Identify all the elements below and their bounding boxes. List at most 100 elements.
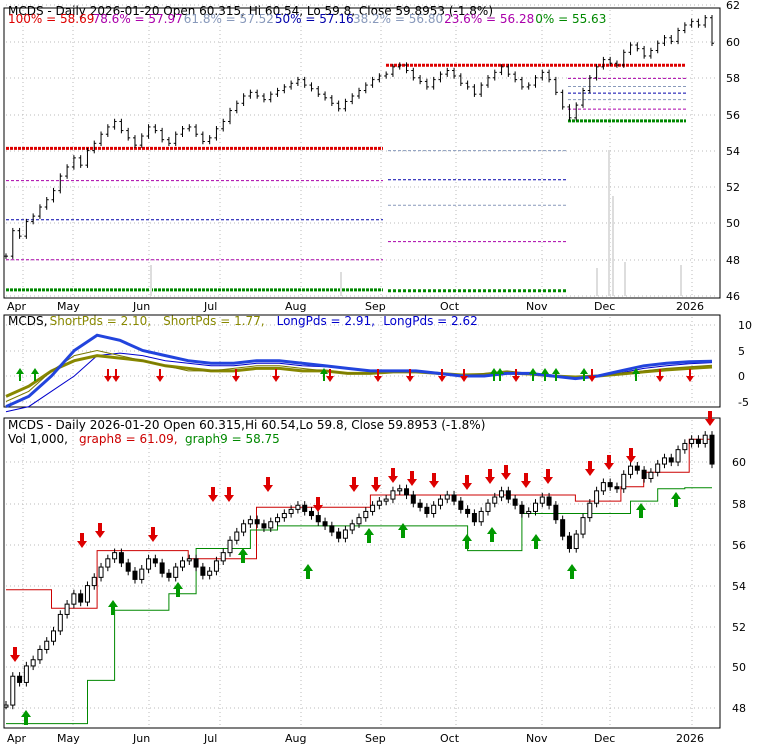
oscillator-legend: MCDS, ShortPds = 2.10, ShortPds = 1.77, Lon… — [8, 314, 478, 328]
price-y-tick-label: 46 — [726, 290, 740, 303]
price-y-tick-label: 52 — [726, 181, 740, 194]
candle-body — [308, 510, 314, 517]
price-y-tick-label: 58 — [726, 72, 740, 85]
sell-arrow — [485, 469, 495, 484]
candle-body — [356, 517, 362, 525]
volume-bar — [608, 150, 610, 296]
candle-body — [288, 508, 294, 515]
volume-panel-y-tick-label: 58 — [732, 498, 746, 511]
candle-body — [695, 438, 701, 444]
candle-body — [342, 529, 348, 539]
oscillator-sell-arrow — [686, 369, 694, 382]
candle-body — [553, 504, 559, 521]
price-y-tick-label: 50 — [726, 217, 740, 230]
volume-bar — [340, 272, 342, 296]
candle-body — [186, 558, 192, 562]
x-tick-label: Oct — [440, 300, 460, 313]
oscillator-legend-item: ShortPds = 1.77, — [163, 314, 265, 328]
candle-body — [98, 566, 104, 578]
sell-arrow — [148, 527, 158, 542]
candle-body — [37, 648, 43, 661]
volume-bar — [596, 268, 598, 296]
candle-body — [370, 504, 376, 512]
candle-body — [600, 482, 606, 492]
candle-body — [336, 531, 342, 539]
buy-arrow — [567, 564, 577, 579]
candle-body — [689, 438, 695, 444]
candle-body — [573, 533, 579, 550]
candle-body — [213, 560, 219, 572]
buy-arrow — [636, 503, 646, 518]
buy-arrow — [487, 527, 497, 542]
x-tick-label: Dec — [594, 300, 615, 313]
sell-arrow — [543, 469, 553, 484]
fib-legend-item: 61.8% = 57.52 — [184, 12, 274, 26]
sell-arrow — [371, 477, 381, 492]
volume-bar — [150, 265, 152, 296]
candle-body — [112, 552, 118, 560]
volume-panel-title: MCDS - Daily 2026-01-20 Open 60.315,Hi 6… — [8, 418, 485, 432]
x-tick-label: Apr — [7, 732, 27, 745]
oscillator-panel-frame — [3, 314, 721, 408]
marks-layer — [3, 15, 715, 725]
oscillator-sell-arrow — [656, 369, 664, 382]
volume-panel-y-tick-label: 52 — [732, 621, 746, 634]
oscillator-sell-arrow — [112, 369, 120, 382]
x-tick-label: Aug — [285, 732, 306, 745]
x-tick-label: Apr — [7, 300, 27, 313]
candle-body — [628, 465, 634, 475]
candle-body — [166, 572, 172, 578]
candle-body — [78, 593, 84, 603]
price-y-tick-label: 60 — [726, 36, 740, 49]
sell-arrow — [77, 533, 87, 548]
candle-body — [614, 486, 620, 490]
candle-body — [146, 558, 152, 570]
candle-body — [105, 558, 111, 568]
x-tick-label: 2026 — [676, 732, 704, 745]
fib-legend-item: 0% = 55.63 — [535, 12, 606, 26]
candle-body — [207, 570, 213, 576]
price-panel-x-axis: Apr May Jun Jul Aug Sep Oct Nov Dec 2026 — [7, 300, 704, 313]
oscillator-legend-item: MCDS, — [8, 314, 47, 328]
sell-arrow — [407, 471, 417, 486]
price-y-tick-label: 54 — [726, 145, 740, 158]
sell-arrow — [10, 647, 20, 662]
candle-body — [709, 434, 715, 465]
candle-body — [51, 630, 57, 642]
candle-body — [587, 502, 593, 519]
oscillator-buy-arrow — [31, 368, 39, 381]
candle-body — [247, 519, 253, 525]
candle-body — [275, 517, 281, 523]
buy-arrow — [238, 548, 248, 563]
candle-body — [668, 457, 674, 463]
sell-arrow — [95, 523, 105, 538]
volume-panel-legend-item: graph8 = 61.09, — [79, 432, 178, 446]
x-tick-label: Sep — [365, 732, 386, 745]
candle-body — [634, 465, 640, 471]
oscillator-legend-item: LongPds = 2.62 — [383, 314, 478, 328]
volume-panel-x-axis: Apr May Jun Jul Aug Sep Oct Nov Dec 2026 — [7, 732, 704, 745]
candle-body — [471, 513, 477, 523]
oscillator-y-tick-label: 5 — [738, 345, 745, 358]
buy-arrow — [364, 528, 374, 543]
candle-body — [390, 490, 396, 500]
candle-body — [546, 496, 552, 506]
candle-body — [641, 469, 647, 479]
buy-arrow — [108, 600, 118, 615]
price-y-tick-label: 56 — [726, 109, 740, 122]
candle-body — [404, 488, 410, 496]
candle-body — [281, 513, 287, 519]
candle-body — [71, 593, 77, 605]
candle-body — [465, 508, 471, 515]
fib-legend-item: 78.6% = 57.97 — [93, 12, 183, 26]
buy-arrow — [671, 492, 681, 507]
buy-arrow — [21, 710, 31, 725]
candle-body — [424, 506, 430, 515]
oscillator-sell-arrow — [406, 369, 414, 382]
oscillator-buy-arrow — [490, 368, 498, 381]
x-tick-label: Nov — [526, 732, 548, 745]
oscillator-sell-arrow — [104, 369, 112, 382]
candle-body — [91, 576, 97, 587]
buy-arrow — [303, 564, 313, 579]
oscillator-buy-arrow — [320, 368, 328, 381]
